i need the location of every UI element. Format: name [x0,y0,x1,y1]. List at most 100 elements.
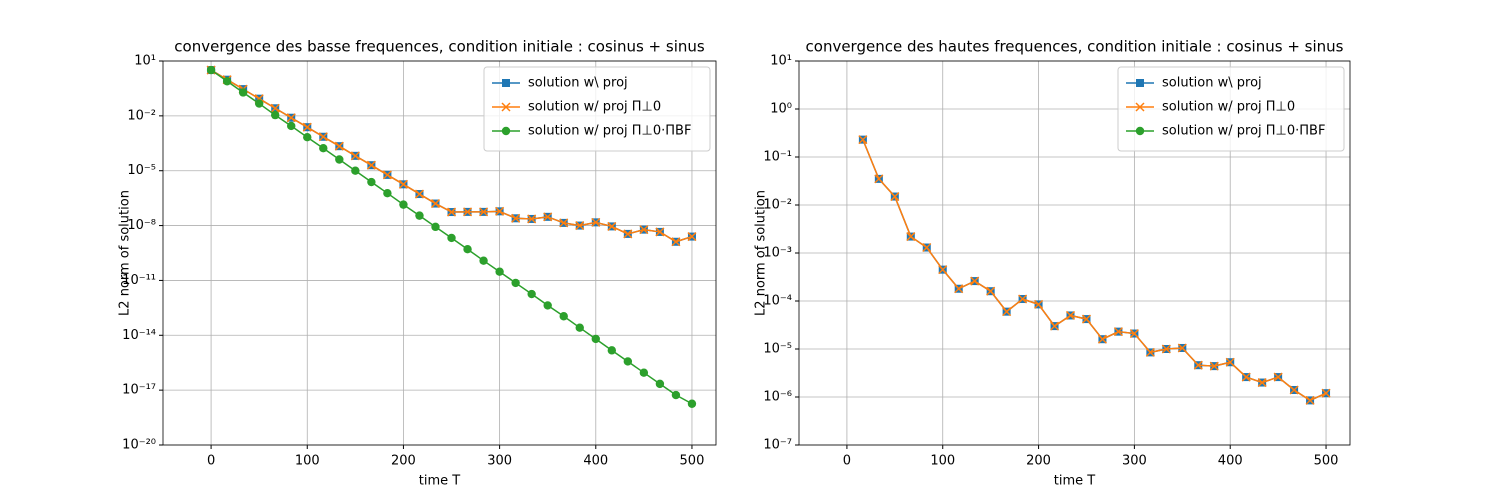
marker [399,200,408,209]
marker [502,79,510,87]
marker [1305,395,1315,405]
marker [1145,347,1155,357]
marker [874,174,884,184]
marker [591,217,601,227]
y-tick-label: 10⁻⁸ [127,218,156,233]
marker [1065,310,1076,320]
marker [350,151,360,161]
marker [511,278,520,288]
marker [1129,329,1139,339]
marker [591,334,600,344]
y-tick-label: 10⁻²⁰ [122,438,156,453]
marker [463,245,472,254]
y-axis-label: L2 norm of solution [118,190,133,316]
marker [1321,388,1331,398]
y-tick-label: 10⁻¹ [763,150,792,165]
marker [543,301,552,310]
marker [1034,299,1044,309]
y-tick-label: 10¹ [134,54,156,69]
x-tick-label: 400 [1218,454,1243,469]
marker [1018,294,1028,304]
marker [671,390,681,400]
marker [303,133,312,142]
legend-label: solution w/ proj Π⊥0·ΠBF [1162,124,1325,139]
marker [238,88,248,97]
marker [1289,385,1299,395]
marker [222,77,232,86]
marker [495,206,505,216]
x-tick-label: 500 [680,454,705,469]
x-tick-label: 300 [1122,454,1147,469]
marker [1135,102,1145,112]
marker [414,189,424,199]
marker [655,227,665,237]
x-tick-label: 0 [207,454,215,469]
y-tick-label: 10⁻⁵ [763,342,792,357]
marker [319,144,328,153]
marker [415,211,424,220]
marker [318,132,328,142]
legend-label: solution w\ proj [1162,76,1262,91]
marker [1097,334,1107,344]
marker [527,289,536,299]
legend-label: solution w\ proj [528,76,628,91]
x-tick-label: 100 [295,454,320,469]
marker [431,222,440,232]
x-axis-label: time T [419,474,461,489]
legend-label: solution w/ proj Π⊥0 [528,100,661,115]
x-tick-label: 300 [487,454,512,469]
marker [687,399,697,408]
y-tick-label: 10⁻³ [763,246,792,261]
y-tick-label: 10⁻¹¹ [122,273,156,288]
marker [623,357,633,366]
marker [1193,360,1203,370]
marker [1002,307,1012,317]
marker [271,110,280,120]
y-tick-label: 10⁻² [763,198,792,213]
marker [501,126,511,136]
legend-box [1117,66,1345,152]
marker [351,166,360,175]
x-tick-label: 100 [930,454,955,469]
marker [559,312,568,321]
marker [206,65,216,75]
marker [398,179,408,189]
chart-title: convergence des basse frequences, condit… [174,38,705,56]
marker [335,155,344,164]
marker [447,233,456,243]
marker [479,207,489,217]
marker [1225,357,1235,367]
x-tick-label: 200 [1026,454,1051,469]
axes-frame [798,60,1351,446]
marker [511,213,521,223]
marker [954,284,964,294]
y-tick-label: 10⁻¹⁴ [122,328,156,343]
marker [922,243,932,253]
marker [270,103,280,113]
marker [687,232,697,242]
marker [302,122,312,132]
marker [986,286,996,296]
y-tick-label: 10¹ [770,54,792,69]
legend-label: solution w/ proj Π⊥0 [1162,100,1295,115]
y-tick-label: 10⁻⁶ [763,390,792,405]
marker [1050,321,1060,331]
marker [495,267,504,276]
marker [479,256,488,265]
axes-frame [162,60,717,446]
marker [383,188,392,198]
marker [527,214,537,224]
marker [254,99,264,108]
marker [858,135,868,145]
marker [1273,372,1283,382]
marker [1161,344,1171,354]
marker [639,368,649,377]
y-tick-label: 10⁰ [770,102,792,117]
marker [906,232,916,242]
marker [890,192,900,202]
series-line [862,139,1327,402]
marker [501,102,511,112]
marker [1136,79,1144,87]
marker [575,221,585,231]
